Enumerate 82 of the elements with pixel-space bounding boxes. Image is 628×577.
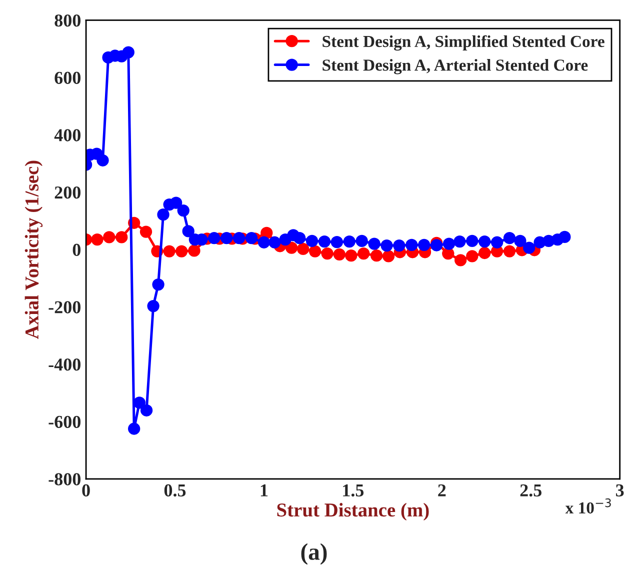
point bbox=[128, 422, 140, 435]
point bbox=[343, 235, 356, 248]
point bbox=[523, 242, 536, 254]
point bbox=[356, 234, 368, 248]
point bbox=[268, 236, 281, 248]
point bbox=[318, 235, 331, 248]
point bbox=[345, 250, 358, 262]
point bbox=[177, 204, 190, 217]
point bbox=[330, 236, 343, 248]
point bbox=[358, 247, 370, 260]
point bbox=[103, 231, 116, 244]
x-tick-label: 2 bbox=[438, 484, 446, 496]
point bbox=[182, 225, 194, 238]
y-tick-label: -200 bbox=[48, 301, 80, 314]
point bbox=[96, 154, 109, 166]
point bbox=[140, 226, 152, 238]
point bbox=[91, 233, 104, 246]
point bbox=[514, 234, 526, 248]
text: (a) bbox=[301, 543, 327, 565]
point bbox=[454, 235, 466, 248]
point bbox=[558, 230, 571, 244]
point bbox=[163, 245, 176, 258]
point bbox=[208, 232, 220, 244]
point bbox=[308, 245, 322, 258]
point bbox=[393, 239, 406, 252]
point bbox=[370, 250, 383, 262]
legend-label: Stent Design A, Arterial Stented Core bbox=[322, 59, 588, 74]
y-tick-label: -800 bbox=[48, 473, 80, 486]
y-tick-label: -600 bbox=[48, 416, 80, 428]
point bbox=[152, 278, 164, 291]
point bbox=[490, 236, 504, 248]
point bbox=[260, 226, 273, 239]
point bbox=[306, 234, 318, 248]
y-tick-label: 800 bbox=[54, 14, 80, 27]
point bbox=[466, 250, 478, 262]
point bbox=[188, 244, 200, 257]
x-tick-label: 1.5 bbox=[343, 484, 364, 497]
point bbox=[380, 239, 393, 252]
point bbox=[503, 232, 516, 244]
point bbox=[382, 250, 395, 262]
point bbox=[430, 239, 443, 252]
point bbox=[478, 235, 491, 248]
point bbox=[478, 246, 491, 260]
text: x 10$^{−3}$ bbox=[565, 498, 611, 514]
point bbox=[245, 232, 258, 244]
point bbox=[297, 242, 310, 256]
point bbox=[157, 208, 170, 221]
point bbox=[406, 238, 418, 252]
point bbox=[503, 245, 516, 258]
point bbox=[368, 238, 380, 250]
point bbox=[442, 247, 454, 260]
point bbox=[442, 238, 456, 250]
point bbox=[333, 248, 346, 260]
point bbox=[133, 396, 146, 409]
y-tick-label: 600 bbox=[54, 72, 80, 84]
x-tick-label: 1 bbox=[260, 484, 268, 496]
point bbox=[418, 238, 430, 252]
legend-label: Stent Design A, Simplified Stented Core bbox=[322, 35, 604, 51]
point bbox=[220, 232, 233, 244]
y-tick-label: 200 bbox=[54, 186, 80, 199]
point bbox=[170, 196, 182, 209]
y-tick-label: 400 bbox=[54, 129, 80, 142]
y-tick-label: -400 bbox=[48, 358, 80, 371]
point bbox=[285, 242, 298, 254]
point bbox=[176, 245, 188, 258]
y-axis-title: Axial Vorticity (1/sec) bbox=[24, 160, 43, 340]
point bbox=[232, 232, 246, 244]
point bbox=[122, 46, 134, 58]
point bbox=[258, 236, 270, 248]
point bbox=[140, 404, 153, 416]
x-tick-label: 3 bbox=[616, 484, 624, 496]
point bbox=[293, 232, 306, 244]
point bbox=[321, 247, 334, 260]
x-tick-label: 0 bbox=[82, 484, 90, 496]
point bbox=[466, 234, 478, 248]
x-tick-label: 0.5 bbox=[164, 484, 186, 497]
x-tick-label: 2.5 bbox=[520, 484, 542, 497]
point bbox=[116, 231, 128, 244]
point bbox=[147, 300, 160, 312]
point bbox=[454, 254, 467, 266]
y-tick-label: 0 bbox=[72, 244, 80, 256]
x-axis-title: Strut Distance (m) bbox=[277, 502, 429, 521]
